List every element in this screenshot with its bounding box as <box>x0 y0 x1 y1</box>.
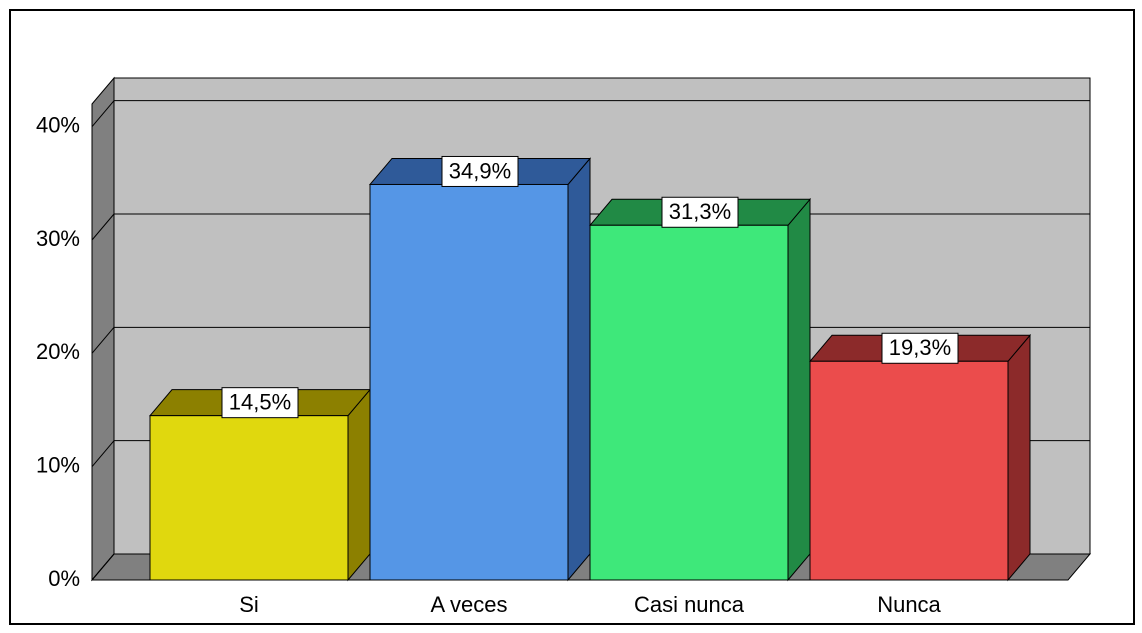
grid-line-side <box>91 440 115 467</box>
y-tick-label: 20% <box>36 339 80 364</box>
grid-line-side <box>91 213 115 241</box>
bar-side <box>567 157 591 582</box>
grid-line-side <box>91 553 115 581</box>
value-label: 19,3% <box>889 335 951 360</box>
bar-side <box>1007 333 1031 582</box>
x-tick-label: Casi nunca <box>634 592 745 617</box>
value-label-box <box>881 332 959 364</box>
bar-side <box>347 388 371 582</box>
value-label: 34,9% <box>449 158 511 183</box>
y-tick-label: 10% <box>36 452 80 477</box>
bar <box>589 224 789 581</box>
bar <box>369 183 569 581</box>
value-label: 14,5% <box>229 389 291 414</box>
x-tick-label: Si <box>239 592 259 617</box>
grid-line-side <box>91 327 115 354</box>
side-wall <box>91 76 115 582</box>
bar <box>149 415 349 581</box>
bar <box>809 360 1009 581</box>
value-label: 31,3% <box>669 199 731 224</box>
value-label-box <box>661 196 739 228</box>
value-label-box <box>441 155 519 187</box>
y-tick-label: 30% <box>36 226 80 251</box>
value-label-box <box>221 387 299 419</box>
y-tick-label: 40% <box>36 112 80 137</box>
grid-line-side <box>91 100 115 127</box>
x-tick-label: Nunca <box>877 592 941 617</box>
y-tick-label: 0% <box>48 566 80 591</box>
x-tick-label: A veces <box>430 592 507 617</box>
bar-side <box>787 197 811 582</box>
